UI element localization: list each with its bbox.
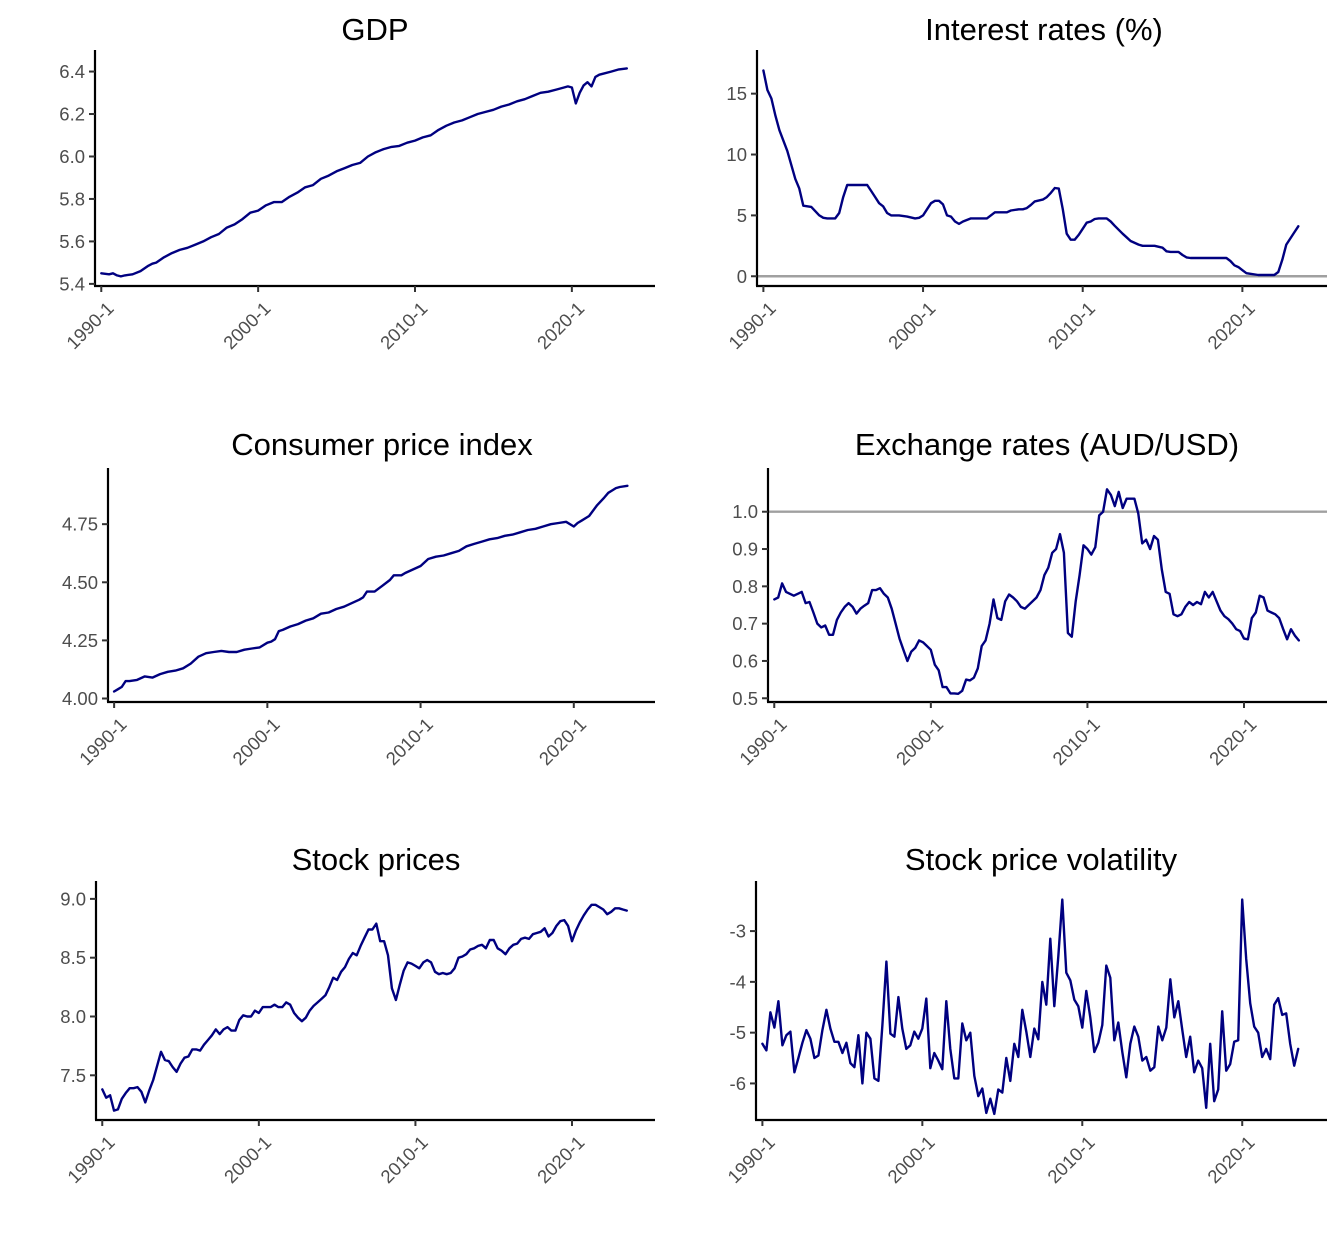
y-tick-label-gdp: 6.4 — [59, 61, 85, 82]
y-tick-label-stock: 9.0 — [60, 888, 86, 909]
series-line-gdp — [100, 67, 628, 278]
y-tick-label-interest: 5 — [737, 205, 747, 226]
y-tick-label-exchange: 0.9 — [732, 539, 758, 560]
y-tick-label-cpi: 4.50 — [62, 572, 98, 593]
panel-title-gdp: GDP — [341, 12, 408, 47]
panel-title-exchange: Exchange rates (AUD/USD) — [855, 427, 1239, 462]
y-tick-label-interest: 15 — [726, 83, 747, 104]
y-tick-label-gdp: 6.0 — [59, 146, 85, 167]
y-tick-label-cpi: 4.25 — [62, 630, 98, 651]
y-tick-label-exchange: 0.7 — [732, 613, 758, 634]
y-tick-label-volatility: -5 — [730, 1022, 746, 1043]
y-tick-label-exchange: 1.0 — [732, 501, 758, 522]
y-tick-label-interest: 10 — [726, 144, 747, 165]
series-line-volatility — [761, 898, 1300, 1116]
y-tick-label-cpi: 4.75 — [62, 514, 98, 535]
y-tick-label-cpi: 4.00 — [62, 688, 98, 709]
panel-title-cpi: Consumer price index — [231, 427, 533, 462]
series-line-cpi — [112, 484, 629, 693]
y-tick-label-gdp: 6.2 — [59, 104, 85, 125]
series-line-exchange — [773, 488, 1301, 695]
panel-title-stock: Stock prices — [292, 842, 461, 877]
series-line-interest — [762, 69, 1300, 277]
y-tick-label-exchange: 0.6 — [732, 650, 758, 671]
y-tick-label-volatility: -3 — [730, 921, 746, 942]
panel-title-volatility: Stock price volatility — [905, 842, 1178, 877]
y-tick-label-gdp: 5.6 — [59, 231, 85, 252]
series-line-stock — [101, 903, 628, 1112]
y-tick-label-gdp: 5.4 — [59, 273, 85, 294]
y-tick-label-volatility: -4 — [730, 971, 746, 992]
y-tick-label-stock: 8.5 — [60, 947, 86, 968]
y-tick-label-volatility: -6 — [730, 1073, 746, 1094]
y-tick-label-interest: 0 — [737, 266, 747, 287]
y-tick-label-exchange: 0.8 — [732, 576, 758, 597]
panel-title-interest: Interest rates (%) — [925, 12, 1163, 47]
y-tick-label-stock: 8.0 — [60, 1006, 86, 1027]
y-tick-label-stock: 7.5 — [60, 1065, 86, 1086]
y-tick-label-exchange: 0.5 — [732, 688, 758, 709]
y-tick-label-gdp: 5.8 — [59, 188, 85, 209]
